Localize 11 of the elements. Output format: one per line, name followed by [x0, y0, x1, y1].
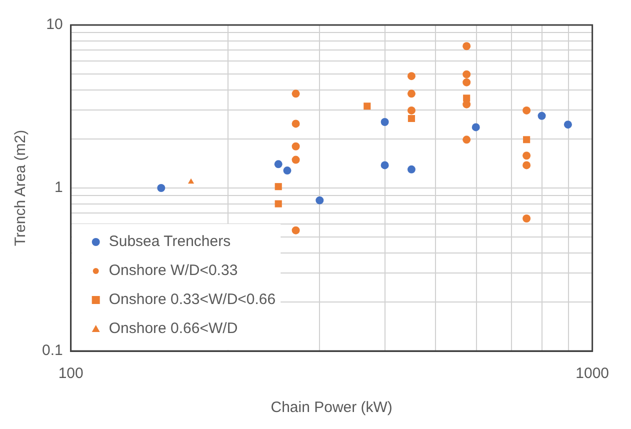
- legend-label: Onshore W/D<0.33: [108, 262, 238, 280]
- y-tick-label: 10: [46, 16, 63, 34]
- legend-label: Onshore 0.66<W/D: [108, 320, 238, 338]
- y-tick-label: 0.1: [42, 342, 63, 360]
- x-tick-label: 1000: [576, 365, 610, 382]
- x-axis-title: Chain Power (kW): [270, 399, 392, 416]
- legend-label: Onshore 0.33<W/D<0.66: [108, 291, 276, 308]
- x-tick-label: 100: [58, 365, 84, 382]
- legend-label: Subsea Trenchers: [108, 233, 231, 250]
- y-axis-title: Trench Area (m2): [12, 130, 30, 246]
- y-tick-label: 1: [54, 179, 63, 196]
